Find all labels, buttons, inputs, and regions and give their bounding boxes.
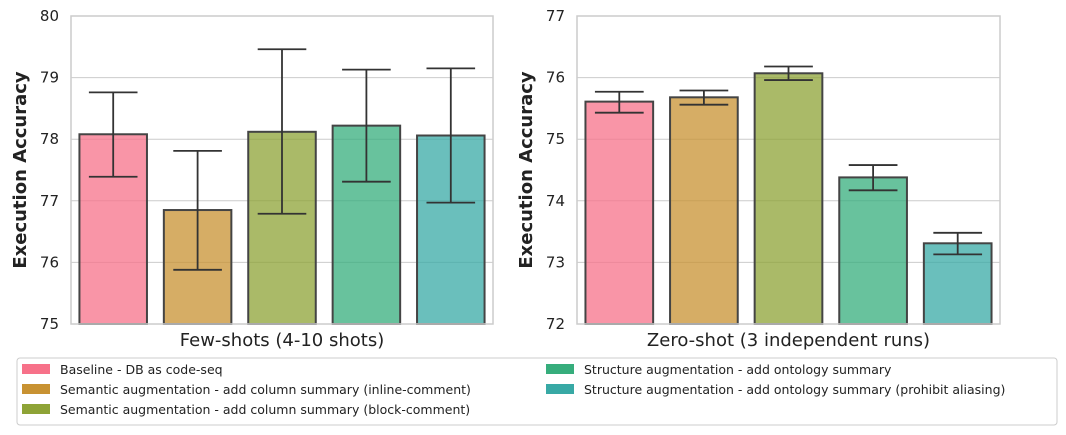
legend-swatch [22, 384, 50, 394]
y-axis-label: Execution Accuracy [10, 71, 31, 269]
legend-label: Semantic augmentation - add column summa… [60, 402, 470, 417]
legend-swatch [22, 404, 50, 414]
y-tick-label: 77 [546, 7, 565, 25]
y-tick-label: 75 [40, 315, 59, 333]
y-tick-label: 76 [546, 69, 565, 87]
x-axis-label: Few-shots (4-10 shots) [180, 330, 384, 351]
y-tick-label: 74 [546, 192, 565, 210]
legend-label: Structure augmentation - add ontology su… [584, 382, 1005, 397]
y-tick-label: 79 [40, 69, 59, 87]
y-tick-label: 75 [546, 130, 565, 148]
y-tick-label: 78 [40, 130, 59, 148]
y-axis-label: Execution Accuracy [516, 71, 537, 269]
legend-label: Baseline - DB as code-seq [60, 362, 223, 377]
legend-label: Semantic augmentation - add column summa… [60, 382, 471, 397]
bar [669, 96, 739, 325]
y-tick-label: 72 [546, 315, 565, 333]
x-axis-label: Zero-shot (3 independent runs) [647, 330, 930, 351]
legend-frame [16, 357, 1058, 426]
legend-swatch [546, 384, 574, 394]
y-tick-label: 80 [40, 7, 59, 25]
legend-swatch [22, 364, 50, 374]
legend: Baseline - DB as code-seq Semantic augmen… [16, 357, 1058, 426]
panel-zero-shot: 72 73 74 75 76 77 Zero-shot (3 independent run… [516, 7, 1001, 351]
bar [753, 72, 824, 326]
y-tick-label: 76 [40, 253, 59, 271]
bar [838, 176, 908, 325]
y-tick-label: 77 [40, 192, 59, 210]
legend-label: Structure augmentation - add ontology su… [584, 362, 892, 377]
axes-frame [576, 15, 1001, 325]
axes-frame [70, 15, 494, 325]
legend-swatch [546, 364, 574, 374]
panel-few-shots: 75 76 77 78 79 80 Few-shots (4-10 shots) Execut… [10, 7, 494, 351]
bar [584, 100, 655, 326]
bar [922, 242, 993, 325]
y-tick-label: 73 [546, 253, 565, 271]
